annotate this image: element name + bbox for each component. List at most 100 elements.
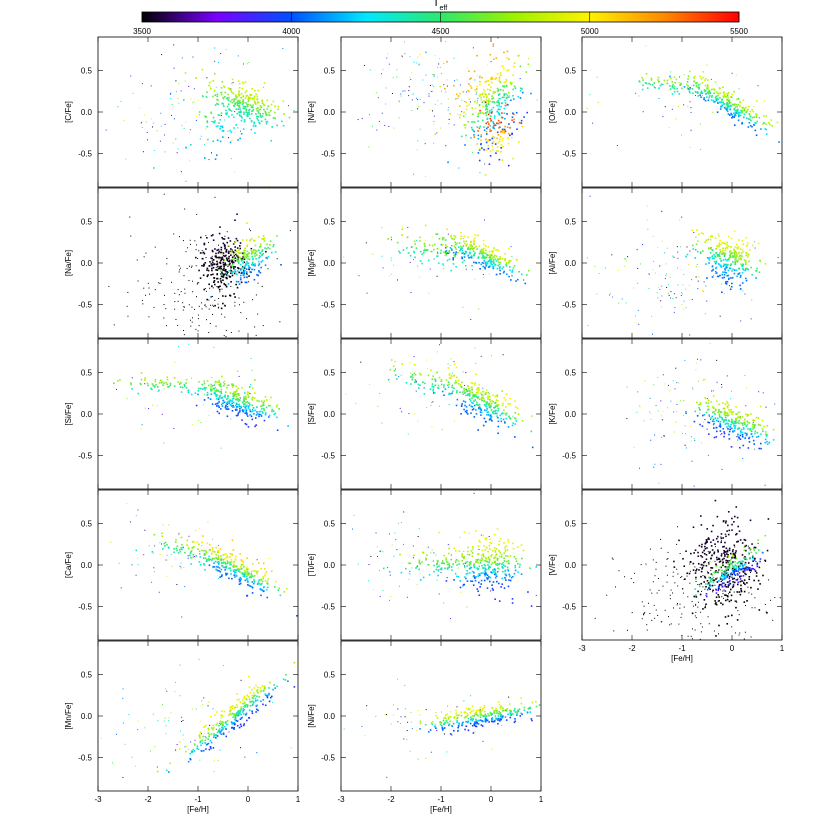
scatter-point [251,369,253,371]
scatter-point [477,545,480,547]
scatter-point [462,115,465,117]
scatter-point [218,350,219,351]
scatter-point [428,244,431,246]
scatter-point [527,269,530,272]
scatter-point [452,251,455,254]
scatter-point [182,240,184,242]
scatter-point [480,579,483,582]
scatter-point [477,130,479,132]
scatter-point [480,411,483,414]
scatter-point [502,89,505,92]
scatter-point [242,102,245,104]
scatter-point [183,127,185,129]
scatter-point [180,171,182,173]
scatter-point [185,378,188,381]
scatter-point [488,250,491,253]
scatter-point [263,86,265,88]
scatter-point [449,234,452,237]
scatter-point [749,110,752,113]
scatter-point [454,235,457,238]
scatter-point [738,437,740,439]
scatter-point [380,73,382,75]
scatter-point [477,407,480,409]
scatter-point [204,304,206,306]
scatter-point [408,572,410,574]
scatter-point [145,294,147,296]
scatter-point [236,286,239,289]
scatter-point [510,83,513,86]
scatter-point [432,388,435,391]
scatter-point [196,283,198,285]
scatter-point [213,277,215,279]
scatter-point [492,149,494,151]
scatter-point [492,135,495,138]
scatter-point [259,113,261,115]
scatter-point [276,416,278,419]
scatter-point [258,270,260,272]
scatter-point [417,56,419,58]
scatter-point [473,247,476,249]
scatter-point [220,281,223,284]
scatter-point [231,400,234,402]
scatter-point [717,420,720,423]
scatter-point [210,112,213,115]
scatter-point [245,397,247,400]
scatter-point [466,413,469,415]
scatter-point [153,150,155,152]
scatter-point [198,269,200,272]
scatter-point [713,253,715,256]
scatter-point [203,288,205,291]
scatter-point [226,415,229,418]
scatter-point [611,254,613,256]
scatter-point [506,94,509,97]
scatter-point [516,546,519,548]
scatter-point [234,305,236,307]
scatter-point [211,538,213,540]
scatter-point [466,109,468,111]
scatter-point [475,245,477,248]
scatter-point [253,397,256,399]
scatter-point [495,563,497,566]
scatter-point [708,262,710,264]
scatter-point [250,120,253,122]
scatter-point [132,92,134,94]
scatter-point [745,405,747,407]
scatter-point [264,396,267,398]
scatter-point [516,128,518,131]
scatter-point [714,408,717,411]
scatter-point [381,190,382,191]
scatter-point [198,527,200,529]
scatter-point [496,412,498,415]
scatter-point [241,87,244,90]
scatter-point [729,428,731,431]
y-axis-label: [K/Fe] [548,403,557,424]
scatter-point [245,281,248,284]
scatter-point [461,261,464,264]
scatter-point [216,260,218,263]
scatter-point [650,79,653,81]
scatter-point [215,395,218,398]
scatter-point [137,564,139,566]
scatter-point [677,382,679,384]
scatter-point [220,562,223,565]
scatter-point [256,98,259,101]
scatter-point [126,305,128,307]
scatter-point [230,110,233,112]
scatter-point [276,258,278,260]
scatter-point [185,180,187,182]
scatter-point [481,112,484,114]
scatter-point [488,395,491,398]
scatter-point [636,322,638,324]
scatter-point [252,125,255,127]
scatter-point [203,380,205,383]
scatter-point [721,241,724,244]
scatter-point [466,580,469,582]
scatter-point [152,552,154,554]
scatter-point [262,235,265,237]
scatter-point [472,393,475,396]
scatter-point [211,343,212,344]
scatter-point [179,565,181,567]
scatter-point [665,273,667,275]
scatter-point [260,582,263,585]
scatter-point [667,292,669,294]
